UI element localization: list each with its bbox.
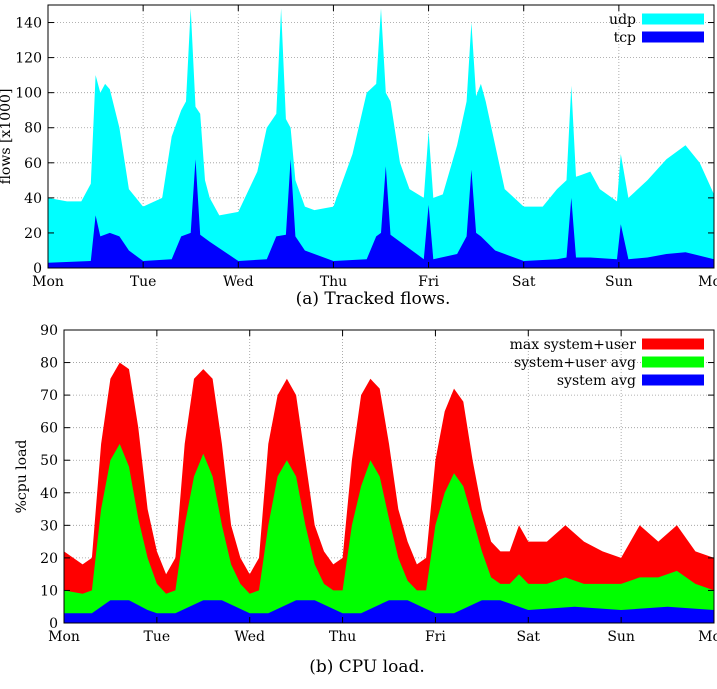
y-tick-label: 20 (40, 551, 58, 567)
legend-swatch (642, 338, 704, 350)
x-tick-label: Sun (605, 274, 633, 290)
y-tick-label: 140 (15, 16, 42, 32)
y-tick-label: 40 (24, 191, 42, 207)
legend-label: system avg (557, 373, 636, 389)
y-axis-label: %cpu load (14, 440, 30, 514)
chart-caption: (a) Tracked flows. (296, 289, 451, 309)
x-tick-label: Mon (48, 629, 80, 645)
x-tick-label: Mon (32, 274, 64, 290)
x-tick-label: Tue (130, 274, 157, 290)
chart-caption: (b) CPU load. (309, 657, 425, 677)
legend-swatch (642, 356, 704, 368)
y-tick-label: 0 (49, 616, 58, 632)
y-tick-label: 90 (40, 323, 58, 339)
chart-panel-a: 0 20 40 60 80 100 120 140 Mon Tue Wed Thu Fri Sat Sun M… (0, 4, 717, 309)
x-tick-label: Sat (512, 274, 536, 290)
y-tick-label: 0 (33, 261, 42, 277)
y-tick-label: 20 (24, 226, 42, 242)
y-tick-label: 60 (40, 421, 58, 437)
legend-label: system+user avg (514, 355, 636, 371)
y-tick-label: 30 (40, 518, 58, 534)
legend-swatch (642, 31, 704, 43)
x-tick-label: Wed (234, 629, 265, 645)
plot-frame (63, 329, 715, 624)
y-tick-label: 50 (40, 453, 58, 469)
y-tick-label: 100 (15, 86, 42, 102)
legend-swatch (642, 13, 704, 25)
chart-panel-b: 0 10 20 30 40 50 60 70 80 90 Mon Tue Wed Thu Fri Sat Sun… (14, 323, 717, 677)
series-area-system-avg (64, 600, 714, 623)
y-tick-label: 120 (15, 51, 42, 67)
x-tick-label: Thu (320, 274, 347, 290)
y-tick-label: 80 (40, 356, 58, 372)
x-tick-label: Fri (425, 629, 446, 645)
legend-swatch (642, 374, 704, 386)
series-area-tcp (48, 159, 714, 268)
y-tick-label: 40 (40, 486, 58, 502)
legend-label: max system+user (510, 337, 637, 353)
x-tick-label: Sat (516, 629, 540, 645)
legend-label: udp (609, 12, 636, 28)
y-tick-label: 10 (40, 583, 58, 599)
y-axis-label: flows [x1000] (0, 89, 14, 185)
series-area-system-user-avg (64, 443, 714, 623)
plot-frame (47, 4, 715, 269)
x-tick-label: Mon (698, 274, 717, 290)
x-tick-label: Fri (418, 274, 439, 290)
x-tick-label: Thu (329, 629, 356, 645)
x-tick-label: Wed (223, 274, 254, 290)
legend-label: tcp (614, 30, 636, 46)
x-tick-label: Mon (698, 629, 717, 645)
legend: max system+user system+user avg system avg (510, 337, 704, 389)
y-tick-label: 70 (40, 388, 58, 404)
legend: udp tcp (609, 12, 704, 46)
x-tick-label: Tue (144, 629, 171, 645)
series-area-udp (48, 8, 714, 268)
y-tick-label: 60 (24, 156, 42, 172)
y-tick-label: 80 (24, 121, 42, 137)
x-tick-label: Sun (607, 629, 635, 645)
